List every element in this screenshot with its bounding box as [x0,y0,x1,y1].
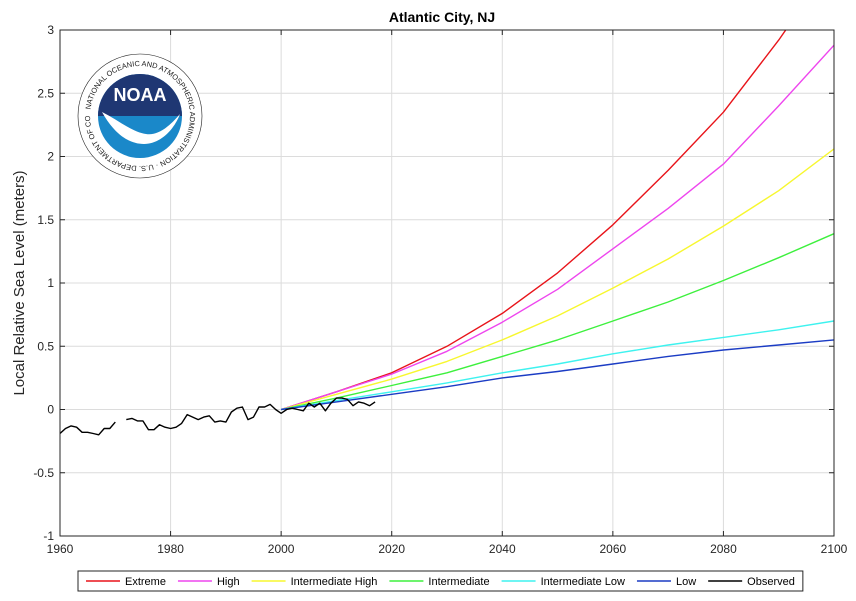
x-tick-label: 2020 [378,542,405,556]
chart-title: Atlantic City, NJ [389,9,495,25]
x-tick-label: 2060 [600,542,627,556]
series-line-extreme [280,30,787,411]
x-tick-label: 2080 [710,542,737,556]
series-line-observed [126,397,376,431]
logo-noaa-text: NOAA [114,85,167,105]
legend: Extreme High Intermediate High Intermediate… [77,570,804,592]
y-tick-label: -0.5 [33,466,54,480]
y-axis-label: Local Relative Sea Level (meters) [11,170,28,395]
x-tick-label: 2000 [268,542,295,556]
y-tick-label: 1 [47,276,54,290]
legend-label-intermediate: Intermediate [428,576,489,588]
x-tick-label: 1960 [47,542,74,556]
y-tick-label: -1 [43,529,54,543]
x-tick-label: 2040 [489,542,516,556]
legend-label-observed: Observed [747,576,795,588]
y-tick-label: 2 [47,150,54,164]
logo-gull-shape [102,112,180,144]
logo-upper-half [98,74,182,116]
series-line-high [280,44,834,411]
y-tick-label: 0.5 [37,339,54,353]
series-line-low [281,339,834,411]
legend-label-intermediate-low: Intermediate Low [541,576,625,588]
legend-label-intermediate-high: Intermediate High [291,576,378,588]
series-line-intermediate-low [280,320,834,411]
series-line-intermediate [280,233,834,411]
x-tick-label: 1980 [157,542,184,556]
legend-box [77,570,804,592]
legend-label-extreme: Extreme [125,576,166,588]
y-tick-label: 3 [47,23,54,37]
y-tick-label: 1.5 [37,213,54,227]
legend-items: Extreme High Intermediate High Intermediate… [86,576,795,588]
y-tick-label: 2.5 [37,86,54,100]
legend-label-low: Low [676,576,696,588]
series-line-observed [60,421,116,436]
tick-labels: 1960 1980 2000 2020 2040 2060 2080 2100 -1 -0.5 0 0… [33,23,847,556]
y-tick-label: 0 [47,403,54,417]
legend-label-high: High [217,576,240,588]
series-line-intermediate-high [280,148,834,411]
x-tick-label: 2100 [821,542,848,556]
series-lines [60,30,834,436]
noaa-logo: NATIONAL OCEANIC AND ATMOSPHERIC ADMINIS… [77,53,203,179]
